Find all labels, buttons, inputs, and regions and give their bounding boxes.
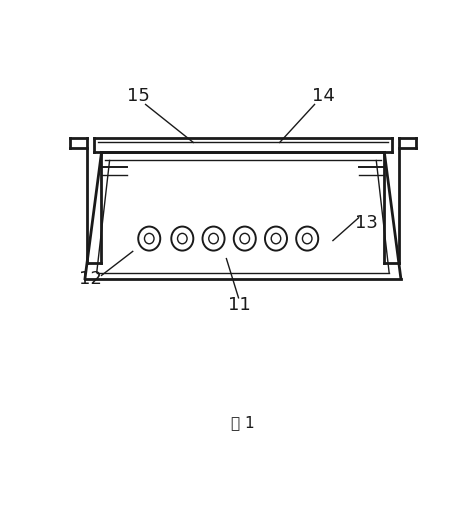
Text: 图 1: 图 1 (231, 415, 255, 430)
Text: 12: 12 (79, 269, 102, 288)
Text: 15: 15 (127, 87, 150, 106)
Text: 13: 13 (355, 214, 377, 231)
Text: 14: 14 (312, 87, 335, 106)
Text: 11: 11 (228, 296, 251, 314)
